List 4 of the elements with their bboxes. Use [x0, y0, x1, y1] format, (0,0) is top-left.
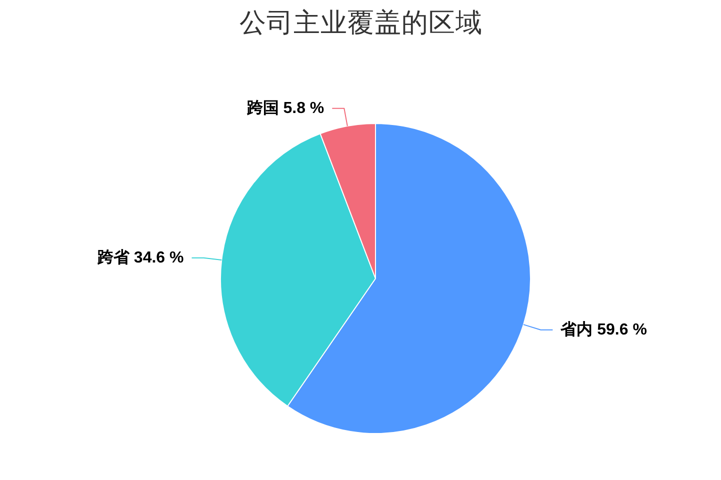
slice-label: 跨省 34.6 %: [96, 248, 184, 266]
slice-label: 跨国 5.8 %: [246, 98, 324, 117]
chart-title: 公司主业覆盖的区域: [240, 8, 482, 38]
slice-label: 省内 59.6 %: [560, 320, 647, 338]
